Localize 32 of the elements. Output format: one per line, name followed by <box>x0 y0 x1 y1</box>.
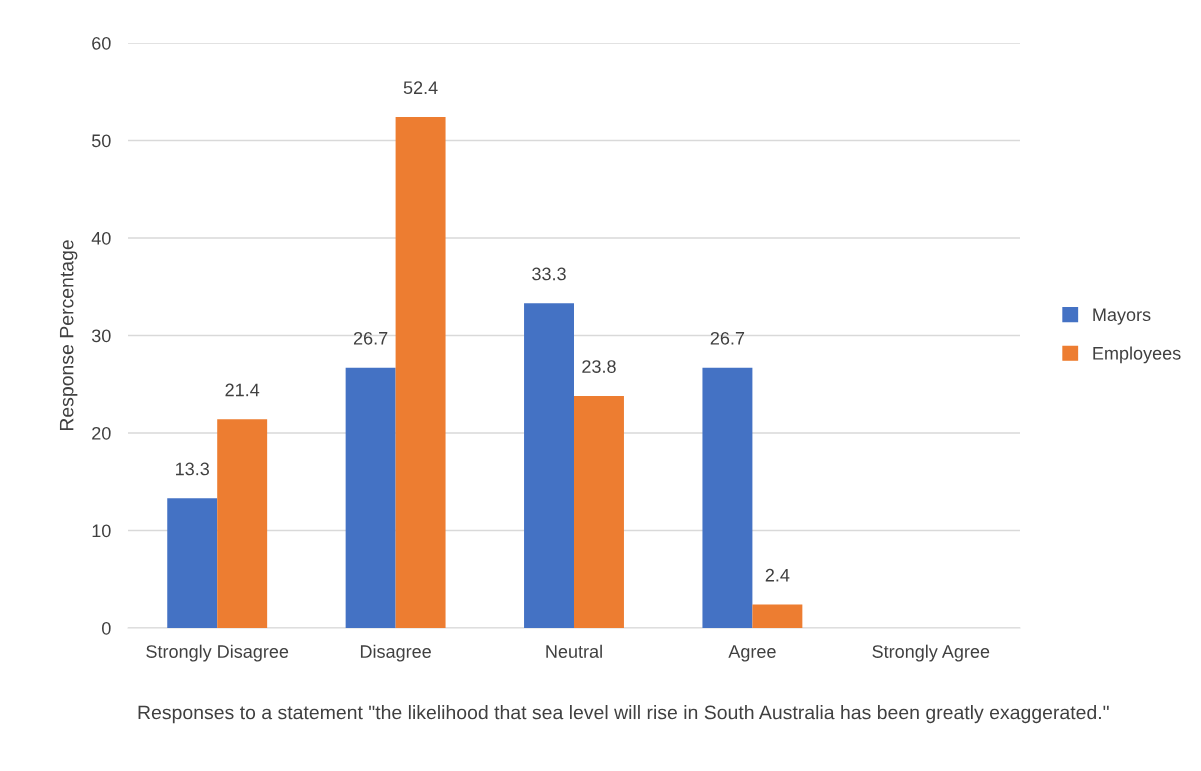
bar <box>217 419 268 628</box>
data-label: 21.4 <box>225 383 260 397</box>
y-axis-title: Response Percentage <box>59 240 78 431</box>
y-tick-label: 30 <box>91 329 111 343</box>
bar <box>574 395 624 628</box>
data-label: 33.3 <box>532 267 566 281</box>
x-tick-label: Agree <box>728 645 776 662</box>
bar <box>167 498 218 628</box>
x-tick-label: Neutral <box>546 644 602 658</box>
y-tick-label: 60 <box>92 36 111 50</box>
data-label: 26.7 <box>710 331 745 345</box>
y-tick-label: 50 <box>91 134 111 148</box>
bar <box>524 303 574 628</box>
data-label: 26.7 <box>353 331 388 345</box>
y-tick-label: 40 <box>91 231 111 245</box>
x-tick-label: Disagree <box>360 644 431 662</box>
legend-label: Mayors <box>1093 308 1151 325</box>
bar <box>702 367 753 628</box>
legend-label: Employees <box>1093 346 1181 364</box>
data-label: 2.4 <box>765 568 790 582</box>
data-label: 13.3 <box>176 462 209 476</box>
y-tick-label: 0 <box>102 621 111 635</box>
data-label: 23.8 <box>582 360 616 373</box>
bar <box>345 367 396 628</box>
y-tick-label: 20 <box>92 426 111 440</box>
text: Responses to a statement "the likelihood that sea level will rise in South Australia has been greatly exaggerated." <box>138 705 1109 724</box>
data-label: 52.4 <box>403 81 438 95</box>
y-tick-label: 10 <box>92 524 111 538</box>
bar <box>752 604 803 628</box>
x-tick-label: Strongly Agree <box>872 644 990 662</box>
x-tick-label: Strongly Disagree <box>146 644 289 662</box>
bar <box>395 117 446 628</box>
